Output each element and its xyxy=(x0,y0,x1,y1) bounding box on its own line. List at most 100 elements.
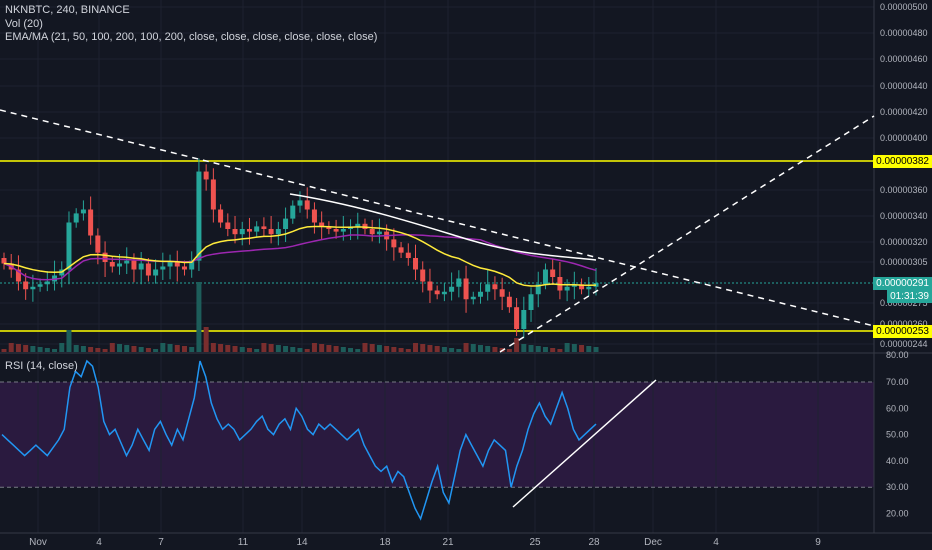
candle-body xyxy=(376,231,382,235)
volume-bar xyxy=(59,343,65,352)
volume-bar xyxy=(239,347,245,352)
candle-body xyxy=(23,281,29,290)
candle-body xyxy=(66,222,72,270)
candle-body xyxy=(463,278,469,300)
volume-bar xyxy=(506,349,512,352)
volume-bar xyxy=(521,344,527,352)
candle-body xyxy=(550,269,556,277)
volume-bar xyxy=(463,343,469,352)
volume-bar xyxy=(15,344,21,352)
rsi-trendline xyxy=(512,379,657,508)
y-tick-label: 0.00000360 xyxy=(880,185,928,195)
rsi-tick-label: 80.00 xyxy=(886,350,909,360)
candle-body xyxy=(44,281,50,285)
volume-bar xyxy=(290,347,296,352)
ma200-line xyxy=(289,193,597,261)
volume-bar xyxy=(340,347,346,352)
volume-bar xyxy=(153,349,159,352)
volume-bar xyxy=(514,338,520,352)
candle-body xyxy=(420,269,426,282)
candle-body xyxy=(160,266,166,270)
candle-body xyxy=(283,218,289,229)
candle-body xyxy=(225,222,231,229)
volume-bar xyxy=(434,346,440,352)
candle-body xyxy=(311,209,317,223)
candle-body xyxy=(326,226,332,229)
candle-body xyxy=(246,229,252,232)
volume-bar xyxy=(189,347,195,352)
volume-bar xyxy=(174,345,180,352)
candle-body xyxy=(398,247,404,253)
candle-body xyxy=(514,307,520,329)
y-tick-label: 0.00000460 xyxy=(880,54,928,64)
x-tick-label: Nov xyxy=(29,537,47,548)
candle-body xyxy=(333,229,339,232)
support-price-tag: 0.00000253 xyxy=(873,325,932,338)
candle-body xyxy=(232,229,238,235)
volume-bar xyxy=(355,349,361,352)
volume-bar xyxy=(528,345,534,352)
volume-bar xyxy=(73,345,79,352)
candle-body xyxy=(203,171,209,180)
rsi-tick-label: 20.00 xyxy=(886,509,909,519)
candle-body xyxy=(145,263,151,276)
volume-bar xyxy=(145,348,151,352)
volume-bar xyxy=(304,349,310,352)
candle-body xyxy=(319,222,325,227)
candle-body xyxy=(542,269,548,285)
candle-body xyxy=(15,269,21,282)
volume-bar xyxy=(586,346,592,352)
candle-body xyxy=(340,229,346,232)
rsi-line xyxy=(1,359,597,521)
candle-body xyxy=(521,310,527,329)
volume-bar xyxy=(124,345,130,352)
volume-bar xyxy=(210,343,216,352)
volume-bar xyxy=(203,327,209,352)
candle-body xyxy=(405,252,411,258)
volume-bar xyxy=(268,344,274,352)
candle-body xyxy=(1,258,7,264)
candle-body xyxy=(95,235,101,253)
volume-bar xyxy=(283,346,289,352)
volume-bar xyxy=(167,344,173,352)
candle-body xyxy=(304,200,310,210)
candle-body xyxy=(73,213,79,223)
candle-body xyxy=(80,209,86,214)
candle-body xyxy=(124,260,130,264)
volume-bar xyxy=(160,343,166,352)
volume-bar xyxy=(535,346,541,352)
ascending-trendline xyxy=(499,115,875,353)
volume-bar xyxy=(326,345,332,352)
volume-bar xyxy=(30,346,36,352)
candle-body xyxy=(470,296,476,300)
volume-bar xyxy=(102,349,108,352)
volume-bar xyxy=(1,349,7,352)
volume-bar xyxy=(384,346,390,352)
volume-bar xyxy=(427,345,433,352)
candle-body xyxy=(492,284,498,290)
volume-bar xyxy=(44,348,50,352)
volume-bar xyxy=(492,347,498,352)
x-tick-label: 9 xyxy=(815,537,821,548)
volume-bar xyxy=(225,345,231,352)
candle-body xyxy=(131,260,137,270)
symbol-title: NKNBTC, 240, BINANCE xyxy=(5,4,130,16)
rsi-tick-label: 70.00 xyxy=(886,377,909,387)
candle-body xyxy=(174,262,180,267)
x-tick-label: 28 xyxy=(588,537,600,548)
volume-bar xyxy=(218,344,224,352)
volume-bar xyxy=(261,343,267,352)
y-tick-label: 0.00000400 xyxy=(880,133,928,143)
candle-body xyxy=(37,284,43,287)
y-tick-label: 0.00000244 xyxy=(880,339,928,349)
volume-bar xyxy=(550,348,556,352)
volume-bar xyxy=(571,344,577,352)
candle-body xyxy=(369,229,375,235)
candle-body xyxy=(30,286,36,290)
volume-bar xyxy=(95,348,101,352)
volume-bar xyxy=(557,349,563,352)
candle-body xyxy=(297,200,303,206)
volume-bar xyxy=(8,343,14,352)
